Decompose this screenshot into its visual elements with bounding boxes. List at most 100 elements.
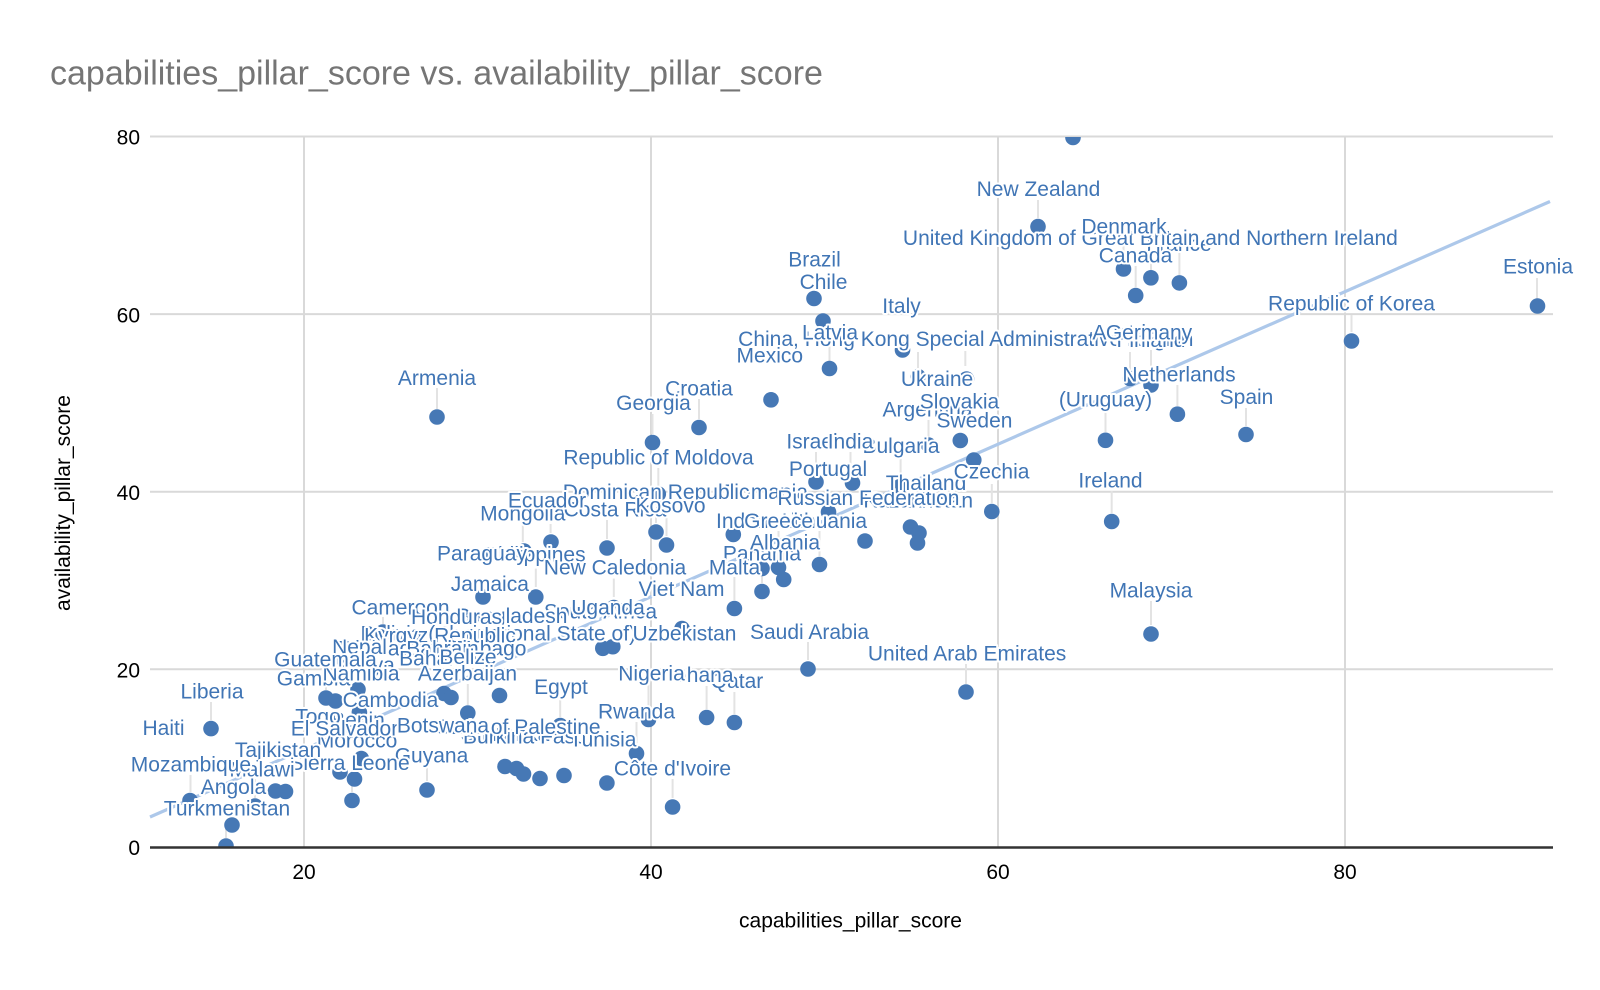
svg-text:Nepal: Nepal <box>332 636 387 659</box>
svg-text:Namibia: Namibia <box>322 663 399 686</box>
svg-text:Sierra Leone: Sierra Leone <box>289 752 409 775</box>
svg-text:Tajikistan: Tajikistan <box>235 739 321 762</box>
svg-text:Kazakhstan: Kazakhstan <box>863 490 973 513</box>
svg-text:Armenia: Armenia <box>398 367 477 390</box>
svg-text:Indonesia: Indonesia <box>716 510 807 533</box>
svg-text:Croatia: Croatia <box>665 377 733 400</box>
svg-text:capabilities_pillar_score: capabilities_pillar_score <box>739 910 962 933</box>
svg-text:Jamaica: Jamaica <box>451 573 530 596</box>
svg-text:Uganda: Uganda <box>571 597 645 620</box>
svg-text:Panama: Panama <box>723 543 802 566</box>
svg-text:Costa Rica: Costa Rica <box>564 499 667 522</box>
svg-text:Lithuania: Lithuania <box>782 510 868 533</box>
svg-text:Latvia: Latvia <box>802 322 858 345</box>
svg-text:Slovakia: Slovakia <box>920 390 1000 413</box>
svg-text:United Kingdom of Great Britai: United Kingdom of Great Britain and Nort… <box>903 227 1398 250</box>
svg-text:Ukraine: Ukraine <box>901 368 973 391</box>
svg-text:United Arab Emirates: United Arab Emirates <box>868 642 1066 665</box>
svg-text:Bahamas: Bahamas <box>399 648 488 671</box>
svg-text:Netherlands: Netherlands <box>1122 363 1235 386</box>
svg-text:Georgia: Georgia <box>616 392 691 415</box>
svg-text:Israel: Israel <box>786 430 837 453</box>
svg-text:Trinidad and Tobago: Trinidad and Tobago <box>336 638 526 661</box>
svg-text:80: 80 <box>117 127 140 150</box>
svg-text:Romania: Romania <box>724 481 808 504</box>
svg-text:Botswana: Botswana <box>397 715 490 738</box>
svg-text:New Caledonia: New Caledonia <box>544 557 687 580</box>
svg-text:Mongolia: Mongolia <box>480 502 566 525</box>
svg-text:20: 20 <box>117 660 140 683</box>
svg-text:Czechia: Czechia <box>954 461 1030 484</box>
svg-text:Azerbaijan: Azerbaijan <box>418 663 517 686</box>
svg-text:Tunisia: Tunisia <box>570 728 637 751</box>
svg-text:Côte d'Ivoire: Côte d'Ivoire <box>614 757 731 780</box>
svg-text:China, Hong Kong Special Admin: China, Hong Kong Special Administrative … <box>738 328 1193 351</box>
svg-text:Kyrgyz Republic: Kyrgyz Republic <box>364 625 516 648</box>
svg-text:Brazil: Brazil <box>788 249 841 272</box>
svg-text:60: 60 <box>117 304 140 327</box>
svg-text:Uzbekistan: Uzbekistan <box>633 623 737 646</box>
svg-text:Thailand: Thailand <box>886 472 967 495</box>
svg-text:(Uruguay): (Uruguay) <box>1059 389 1152 412</box>
svg-text:Nigeria: Nigeria <box>618 663 685 686</box>
svg-text:India: India <box>828 430 874 453</box>
svg-text:Albania: Albania <box>750 531 820 554</box>
svg-text:Sweden: Sweden <box>937 410 1013 433</box>
svg-text:Cameroon: Cameroon <box>351 597 449 620</box>
svg-text:Dominican Republic: Dominican Republic <box>563 481 750 504</box>
svg-text:Republic of Korea: Republic of Korea <box>1268 293 1435 316</box>
svg-text:Portugal: Portugal <box>789 458 867 481</box>
svg-text:Malaysia: Malaysia <box>1110 579 1193 602</box>
svg-text:Argentina: Argentina <box>883 398 973 421</box>
svg-text:Mozambique: Mozambique <box>131 754 251 777</box>
svg-text:Qatar: Qatar <box>711 670 764 693</box>
svg-text:40: 40 <box>639 861 662 884</box>
svg-text:Malawi: Malawi <box>229 759 294 782</box>
svg-text:Italy: Italy <box>882 295 921 318</box>
svg-text:Ghana: Ghana <box>670 664 733 687</box>
svg-text:Finland: Finland <box>1117 329 1186 352</box>
svg-text:Cambodia: Cambodia <box>343 689 439 712</box>
svg-text:Philippines: Philippines <box>484 544 586 567</box>
svg-text:capabilities_pillar_score vs.: capabilities_pillar_score vs. availabili… <box>50 55 823 93</box>
svg-text:Malta: Malta <box>709 557 761 580</box>
svg-text:Saudi Arabia: Saudi Arabia <box>750 621 869 644</box>
svg-text:Togo: Togo <box>295 706 341 729</box>
svg-text:Rwanda: Rwanda <box>598 701 675 724</box>
svg-text:Germany: Germany <box>1106 322 1193 345</box>
svg-text:Viet Nam: Viet Nam <box>639 578 725 601</box>
svg-text:Denmark: Denmark <box>1081 216 1167 239</box>
svg-text:Chile: Chile <box>800 271 848 294</box>
svg-text:0: 0 <box>128 837 140 860</box>
svg-text:Liberia: Liberia <box>180 680 243 703</box>
svg-text:Sri Lanka: Sri Lanka <box>461 723 550 746</box>
svg-text:Bangladesh: Bangladesh <box>457 605 568 628</box>
svg-text:Belize: Belize <box>439 646 496 669</box>
svg-text:Morocco: Morocco <box>317 730 398 753</box>
svg-text:Paraguay: Paraguay <box>437 543 527 566</box>
svg-text:France: France <box>1146 233 1211 256</box>
svg-text:Angola: Angola <box>201 776 267 799</box>
svg-text:40: 40 <box>117 482 140 505</box>
svg-text:Kenya: Kenya <box>335 654 395 677</box>
svg-text:Gambia: Gambia <box>277 668 351 691</box>
svg-text:Republic of Moldova: Republic of Moldova <box>563 447 754 470</box>
svg-text:Turkmenistan: Turkmenistan <box>164 798 290 821</box>
svg-text:Canada: Canada <box>1099 245 1173 268</box>
svg-text:Austria: Austria <box>1092 322 1158 345</box>
svg-text:Bolivia (Plurinational State o: Bolivia (Plurinational State of) <box>361 623 636 646</box>
svg-text:Burkina Faso: Burkina Faso <box>463 726 587 749</box>
svg-text:60: 60 <box>986 861 1009 884</box>
svg-text:Honduras: Honduras <box>411 606 502 629</box>
svg-text:South Africa: South Africa <box>544 601 658 624</box>
svg-text:Benin: Benin <box>331 709 385 732</box>
svg-text:Estonia: Estonia <box>1503 255 1573 278</box>
svg-text:Ireland: Ireland <box>1078 469 1142 492</box>
svg-text:Guatemala: Guatemala <box>274 649 377 672</box>
svg-text:Egypt: Egypt <box>534 676 588 699</box>
svg-text:State of Palestine: State of Palestine <box>436 716 601 739</box>
svg-text:New Zealand: New Zealand <box>977 178 1101 201</box>
svg-text:Russian Federation: Russian Federation <box>777 487 959 510</box>
svg-text:Kosovo: Kosovo <box>635 495 705 518</box>
svg-text:Haiti: Haiti <box>142 717 184 740</box>
